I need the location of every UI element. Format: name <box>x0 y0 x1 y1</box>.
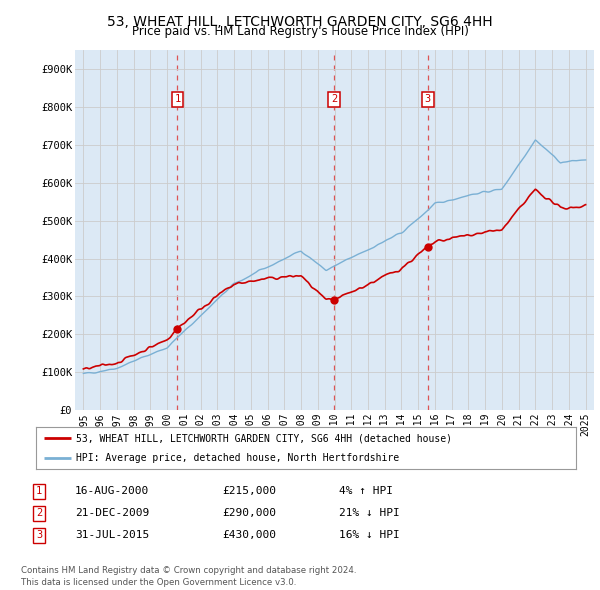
Text: 4% ↑ HPI: 4% ↑ HPI <box>339 487 393 496</box>
Text: 1: 1 <box>36 487 42 496</box>
Text: HPI: Average price, detached house, North Hertfordshire: HPI: Average price, detached house, Nort… <box>77 454 400 463</box>
Text: £215,000: £215,000 <box>222 487 276 496</box>
Text: 53, WHEAT HILL, LETCHWORTH GARDEN CITY, SG6 4HH: 53, WHEAT HILL, LETCHWORTH GARDEN CITY, … <box>107 15 493 29</box>
Text: 31-JUL-2015: 31-JUL-2015 <box>75 530 149 540</box>
Text: 21% ↓ HPI: 21% ↓ HPI <box>339 509 400 518</box>
Text: 16-AUG-2000: 16-AUG-2000 <box>75 487 149 496</box>
Text: Price paid vs. HM Land Registry's House Price Index (HPI): Price paid vs. HM Land Registry's House … <box>131 25 469 38</box>
Text: Contains HM Land Registry data © Crown copyright and database right 2024.
This d: Contains HM Land Registry data © Crown c… <box>21 566 356 587</box>
Text: 16% ↓ HPI: 16% ↓ HPI <box>339 530 400 540</box>
Text: £290,000: £290,000 <box>222 509 276 518</box>
Text: 53, WHEAT HILL, LETCHWORTH GARDEN CITY, SG6 4HH (detached house): 53, WHEAT HILL, LETCHWORTH GARDEN CITY, … <box>77 434 452 444</box>
Text: 3: 3 <box>36 530 42 540</box>
Text: 2: 2 <box>331 94 337 104</box>
Text: 3: 3 <box>425 94 431 104</box>
Text: 21-DEC-2009: 21-DEC-2009 <box>75 509 149 518</box>
Text: 1: 1 <box>175 94 181 104</box>
Text: £430,000: £430,000 <box>222 530 276 540</box>
Text: 2: 2 <box>36 509 42 518</box>
